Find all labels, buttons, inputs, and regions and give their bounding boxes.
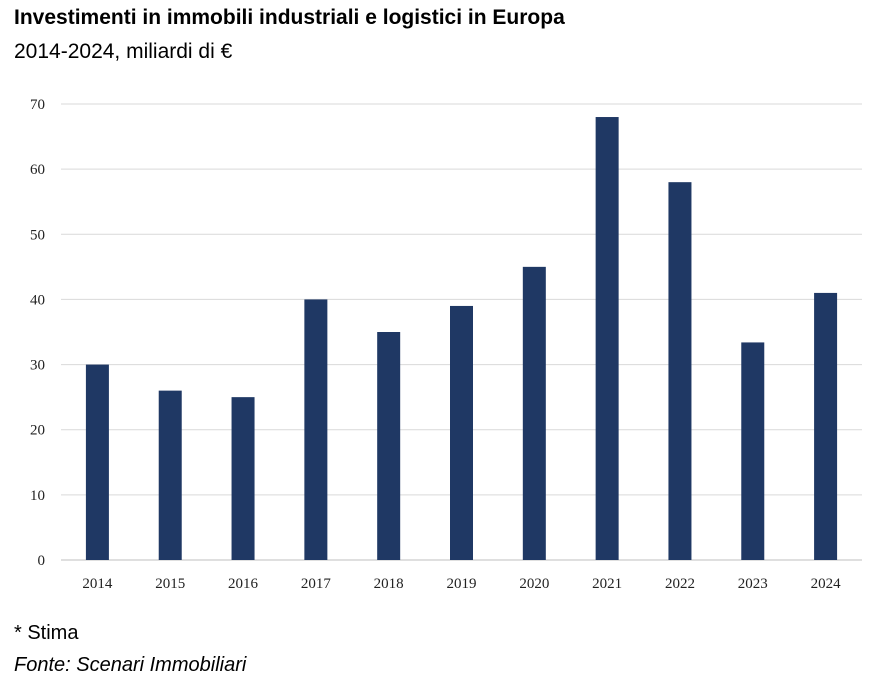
y-axis-tick-labels: 0 10 20 30 40 50 60 70 [30,97,45,569]
bar-2016 [231,397,255,560]
bar-2024 [814,292,838,560]
x-tick-label: 2018 [374,576,404,592]
chart-title: Investimenti in immobili industriali e l… [14,6,565,29]
y-tick-label: 60 [30,162,45,178]
bar-2019 [450,305,473,560]
y-tick-label: 30 [30,358,45,374]
bar-2017 [304,299,328,560]
x-tick-label: 2016 [228,576,259,592]
bar-2014 [85,364,109,560]
bar-2021 [595,117,619,561]
x-tick-label: 2023 [738,576,768,592]
x-tick-label: 2017 [301,576,332,592]
bar-2020 [522,266,546,560]
x-tick-label: 2014 [82,576,113,592]
x-tick-label: 2019 [447,576,477,592]
x-tick-label: 2021 [592,576,622,592]
y-tick-label: 40 [30,292,45,308]
x-tick-label: 2024 [811,576,842,592]
bar-2018 [377,332,401,560]
y-tick-label: 50 [30,227,45,243]
footnote: * Stima [14,622,79,644]
bar-chart: 0 10 20 30 40 50 60 70 2014 2015 2016 2017 2018 2019… [30,97,862,592]
bar-2022 [668,182,692,560]
bar-2015 [158,390,182,560]
bars [85,117,838,561]
x-tick-label: 2022 [665,576,695,592]
bar-2023 [741,342,765,560]
y-tick-label: 20 [30,423,45,439]
x-tick-label: 2020 [519,576,549,592]
source-note: Fonte: Scenari Immobiliari [14,654,247,676]
gridlines [61,103,862,561]
y-tick-label: 70 [30,97,45,113]
x-axis-tick-labels: 2014 2015 2016 2017 2018 2019 2020 2021 2022 2023… [82,576,841,592]
y-tick-label: 10 [30,488,45,504]
y-tick-label: 0 [38,553,46,569]
chart-subtitle: 2014-2024, miliardi di € [14,40,233,63]
x-tick-label: 2015 [155,576,185,592]
